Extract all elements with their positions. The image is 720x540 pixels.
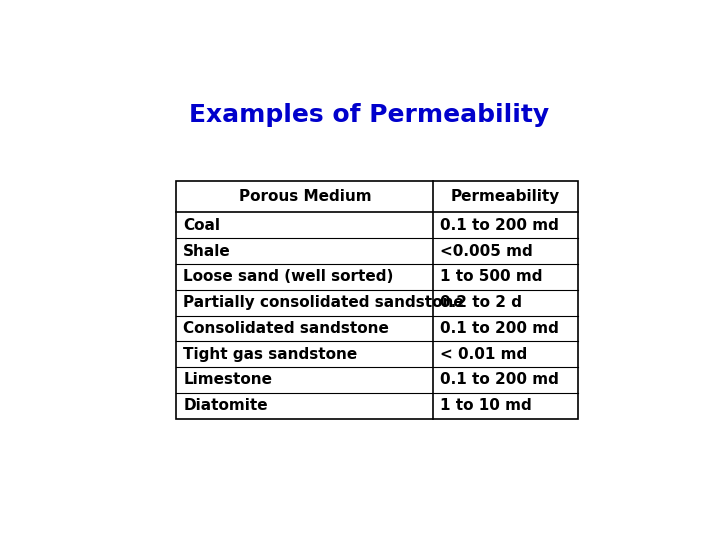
Text: 0.1 to 200 md: 0.1 to 200 md [440, 373, 559, 388]
Text: Limestone: Limestone [183, 373, 272, 388]
Text: Shale: Shale [183, 244, 231, 259]
Text: Permeability: Permeability [451, 190, 560, 204]
Text: < 0.01 md: < 0.01 md [440, 347, 527, 362]
Text: Coal: Coal [183, 218, 220, 233]
Text: Partially consolidated sandstone: Partially consolidated sandstone [183, 295, 464, 310]
Text: Examples of Permeability: Examples of Permeability [189, 103, 549, 127]
Text: Porous Medium: Porous Medium [238, 190, 371, 204]
Text: Loose sand (well sorted): Loose sand (well sorted) [183, 269, 394, 285]
Text: <0.005 md: <0.005 md [440, 244, 533, 259]
Text: Tight gas sandstone: Tight gas sandstone [183, 347, 357, 362]
Text: 0.1 to 200 md: 0.1 to 200 md [440, 321, 559, 336]
Text: Consolidated sandstone: Consolidated sandstone [183, 321, 389, 336]
Text: 1 to 500 md: 1 to 500 md [440, 269, 542, 285]
Text: Diatomite: Diatomite [183, 399, 268, 413]
Text: 1 to 10 md: 1 to 10 md [440, 399, 531, 413]
Text: 0.2 to 2 d: 0.2 to 2 d [440, 295, 522, 310]
Text: 0.1 to 200 md: 0.1 to 200 md [440, 218, 559, 233]
